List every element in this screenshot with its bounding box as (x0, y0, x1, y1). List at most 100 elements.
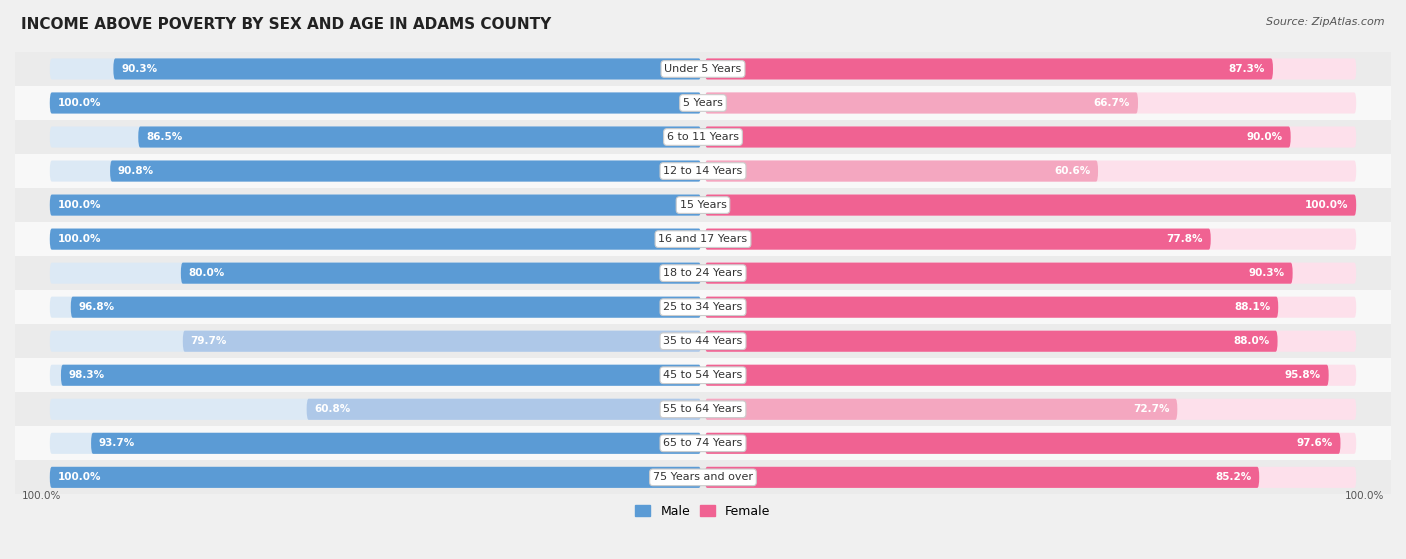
FancyBboxPatch shape (138, 126, 702, 148)
FancyBboxPatch shape (704, 160, 1357, 182)
Bar (15, 52, 1391, 86)
Text: 88.0%: 88.0% (1233, 336, 1270, 346)
FancyBboxPatch shape (307, 399, 702, 420)
Bar (15, 222, 1391, 256)
Bar (15, 120, 1391, 154)
FancyBboxPatch shape (704, 364, 1329, 386)
Text: 100.0%: 100.0% (58, 200, 101, 210)
FancyBboxPatch shape (704, 433, 1357, 454)
FancyBboxPatch shape (49, 126, 702, 148)
Text: 80.0%: 80.0% (188, 268, 225, 278)
FancyBboxPatch shape (704, 331, 1357, 352)
Text: 100.0%: 100.0% (21, 491, 60, 501)
FancyBboxPatch shape (704, 160, 1098, 182)
Bar (15, 392, 1391, 427)
Text: 75 Years and over: 75 Years and over (652, 472, 754, 482)
FancyBboxPatch shape (49, 92, 702, 113)
Text: 97.6%: 97.6% (1296, 438, 1333, 448)
Text: 77.8%: 77.8% (1167, 234, 1204, 244)
Bar (15, 324, 1391, 358)
FancyBboxPatch shape (49, 467, 702, 488)
FancyBboxPatch shape (704, 263, 1292, 284)
FancyBboxPatch shape (704, 331, 1278, 352)
Bar (15, 460, 1391, 494)
Text: 65 to 74 Years: 65 to 74 Years (664, 438, 742, 448)
FancyBboxPatch shape (704, 195, 1357, 216)
FancyBboxPatch shape (704, 399, 1357, 420)
FancyBboxPatch shape (704, 364, 1357, 386)
FancyBboxPatch shape (704, 297, 1278, 318)
Bar (15, 427, 1391, 460)
Text: 90.8%: 90.8% (118, 166, 155, 176)
FancyBboxPatch shape (114, 58, 702, 79)
Text: INCOME ABOVE POVERTY BY SEX AND AGE IN ADAMS COUNTY: INCOME ABOVE POVERTY BY SEX AND AGE IN A… (21, 17, 551, 32)
FancyBboxPatch shape (49, 229, 702, 250)
FancyBboxPatch shape (704, 229, 1211, 250)
Text: 98.3%: 98.3% (69, 370, 105, 380)
FancyBboxPatch shape (49, 263, 702, 284)
Text: 66.7%: 66.7% (1094, 98, 1130, 108)
Text: 85.2%: 85.2% (1215, 472, 1251, 482)
FancyBboxPatch shape (704, 467, 1260, 488)
Text: 88.1%: 88.1% (1234, 302, 1271, 312)
FancyBboxPatch shape (704, 195, 1357, 216)
FancyBboxPatch shape (49, 331, 702, 352)
FancyBboxPatch shape (704, 58, 1357, 79)
Bar (15, 188, 1391, 222)
Bar (15, 256, 1391, 290)
FancyBboxPatch shape (49, 160, 702, 182)
FancyBboxPatch shape (49, 92, 702, 113)
FancyBboxPatch shape (49, 58, 702, 79)
FancyBboxPatch shape (49, 399, 702, 420)
FancyBboxPatch shape (49, 364, 702, 386)
Text: 15 Years: 15 Years (679, 200, 727, 210)
Text: 90.3%: 90.3% (121, 64, 157, 74)
Text: 18 to 24 Years: 18 to 24 Years (664, 268, 742, 278)
Bar (15, 86, 1391, 120)
Text: 100.0%: 100.0% (1346, 491, 1385, 501)
FancyBboxPatch shape (60, 364, 702, 386)
FancyBboxPatch shape (70, 297, 702, 318)
Text: 16 and 17 Years: 16 and 17 Years (658, 234, 748, 244)
Text: 100.0%: 100.0% (1305, 200, 1348, 210)
Text: 100.0%: 100.0% (58, 98, 101, 108)
FancyBboxPatch shape (704, 433, 1340, 454)
FancyBboxPatch shape (110, 160, 702, 182)
FancyBboxPatch shape (704, 263, 1357, 284)
FancyBboxPatch shape (49, 229, 702, 250)
Text: Under 5 Years: Under 5 Years (665, 64, 741, 74)
FancyBboxPatch shape (49, 467, 702, 488)
FancyBboxPatch shape (183, 331, 702, 352)
Legend: Male, Female: Male, Female (630, 500, 776, 523)
Text: 93.7%: 93.7% (98, 438, 135, 448)
Text: 86.5%: 86.5% (146, 132, 183, 142)
FancyBboxPatch shape (704, 399, 1177, 420)
Text: 79.7%: 79.7% (191, 336, 226, 346)
FancyBboxPatch shape (704, 92, 1137, 113)
Text: 90.3%: 90.3% (1249, 268, 1285, 278)
Text: 96.8%: 96.8% (79, 302, 115, 312)
Bar (15, 290, 1391, 324)
FancyBboxPatch shape (704, 92, 1357, 113)
Bar (15, 358, 1391, 392)
FancyBboxPatch shape (91, 433, 702, 454)
Text: 35 to 44 Years: 35 to 44 Years (664, 336, 742, 346)
FancyBboxPatch shape (181, 263, 702, 284)
FancyBboxPatch shape (704, 126, 1291, 148)
Text: Source: ZipAtlas.com: Source: ZipAtlas.com (1267, 17, 1385, 27)
Text: 12 to 14 Years: 12 to 14 Years (664, 166, 742, 176)
FancyBboxPatch shape (704, 126, 1357, 148)
FancyBboxPatch shape (704, 58, 1272, 79)
Text: 45 to 54 Years: 45 to 54 Years (664, 370, 742, 380)
Text: 100.0%: 100.0% (58, 472, 101, 482)
Text: 95.8%: 95.8% (1285, 370, 1320, 380)
FancyBboxPatch shape (49, 297, 702, 318)
Text: 55 to 64 Years: 55 to 64 Years (664, 404, 742, 414)
Text: 72.7%: 72.7% (1133, 404, 1170, 414)
FancyBboxPatch shape (49, 195, 702, 216)
Text: 25 to 34 Years: 25 to 34 Years (664, 302, 742, 312)
FancyBboxPatch shape (49, 433, 702, 454)
Text: 60.8%: 60.8% (315, 404, 350, 414)
FancyBboxPatch shape (704, 297, 1357, 318)
Text: 87.3%: 87.3% (1229, 64, 1265, 74)
